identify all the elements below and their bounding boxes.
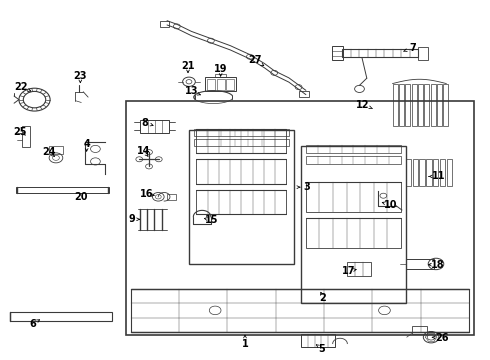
Bar xyxy=(194,139,289,147)
Bar xyxy=(412,84,416,126)
Text: 19: 19 xyxy=(214,64,227,74)
Text: 26: 26 xyxy=(436,333,449,343)
Bar xyxy=(140,120,170,133)
Bar xyxy=(22,126,30,147)
Bar xyxy=(196,190,287,214)
Text: 24: 24 xyxy=(43,147,56,157)
Bar xyxy=(10,312,113,321)
Text: 18: 18 xyxy=(431,260,444,270)
Text: 17: 17 xyxy=(342,266,355,276)
Text: 10: 10 xyxy=(384,200,397,210)
Bar xyxy=(431,84,436,126)
Bar xyxy=(347,262,371,276)
Bar xyxy=(215,74,226,77)
Text: 12: 12 xyxy=(356,100,369,110)
Bar xyxy=(130,289,469,332)
Text: 4: 4 xyxy=(83,139,90,149)
Bar xyxy=(196,159,287,184)
Bar xyxy=(426,159,432,186)
Text: 16: 16 xyxy=(140,189,153,199)
Bar xyxy=(207,79,215,90)
Text: 23: 23 xyxy=(74,71,87,81)
Bar xyxy=(406,259,434,269)
Bar xyxy=(405,84,410,126)
Bar xyxy=(440,159,445,186)
Bar xyxy=(419,159,425,186)
Bar xyxy=(16,187,109,193)
Bar xyxy=(447,159,452,186)
Text: 22: 22 xyxy=(14,82,27,92)
Bar xyxy=(301,146,406,303)
Bar xyxy=(226,79,234,90)
Text: 5: 5 xyxy=(318,343,325,354)
Bar xyxy=(433,159,439,186)
Text: 1: 1 xyxy=(242,339,248,349)
Text: 3: 3 xyxy=(303,182,310,192)
Text: 2: 2 xyxy=(319,293,326,303)
Bar xyxy=(424,84,429,126)
Bar xyxy=(418,84,423,126)
Text: 21: 21 xyxy=(181,61,195,71)
Bar xyxy=(392,84,397,126)
Bar xyxy=(343,49,418,58)
Bar xyxy=(332,46,343,60)
Bar xyxy=(443,84,448,126)
Bar xyxy=(306,217,401,248)
Bar xyxy=(160,21,170,27)
Bar xyxy=(306,156,401,164)
Bar xyxy=(49,147,63,154)
Text: 15: 15 xyxy=(205,215,219,225)
Bar xyxy=(418,47,428,60)
Bar xyxy=(298,91,309,97)
Bar xyxy=(301,334,335,347)
Bar xyxy=(306,145,401,153)
Text: 6: 6 xyxy=(30,319,36,329)
Bar xyxy=(306,182,401,212)
Bar xyxy=(125,102,474,336)
Bar xyxy=(189,130,294,264)
Text: 25: 25 xyxy=(13,127,26,137)
Text: 27: 27 xyxy=(248,55,262,65)
Bar xyxy=(194,129,289,136)
Text: 9: 9 xyxy=(128,214,135,224)
Bar xyxy=(412,326,427,334)
Text: 7: 7 xyxy=(410,43,416,53)
Text: 14: 14 xyxy=(137,147,150,157)
Text: 20: 20 xyxy=(74,192,88,202)
Bar xyxy=(167,194,176,200)
Bar xyxy=(413,159,418,186)
Bar xyxy=(437,84,442,126)
Bar xyxy=(196,129,287,153)
Text: 13: 13 xyxy=(185,86,198,96)
Bar xyxy=(406,159,411,186)
Text: 8: 8 xyxy=(142,118,148,128)
Bar xyxy=(205,77,236,91)
Text: 11: 11 xyxy=(432,171,446,181)
Bar xyxy=(399,84,404,126)
Bar xyxy=(217,79,224,90)
